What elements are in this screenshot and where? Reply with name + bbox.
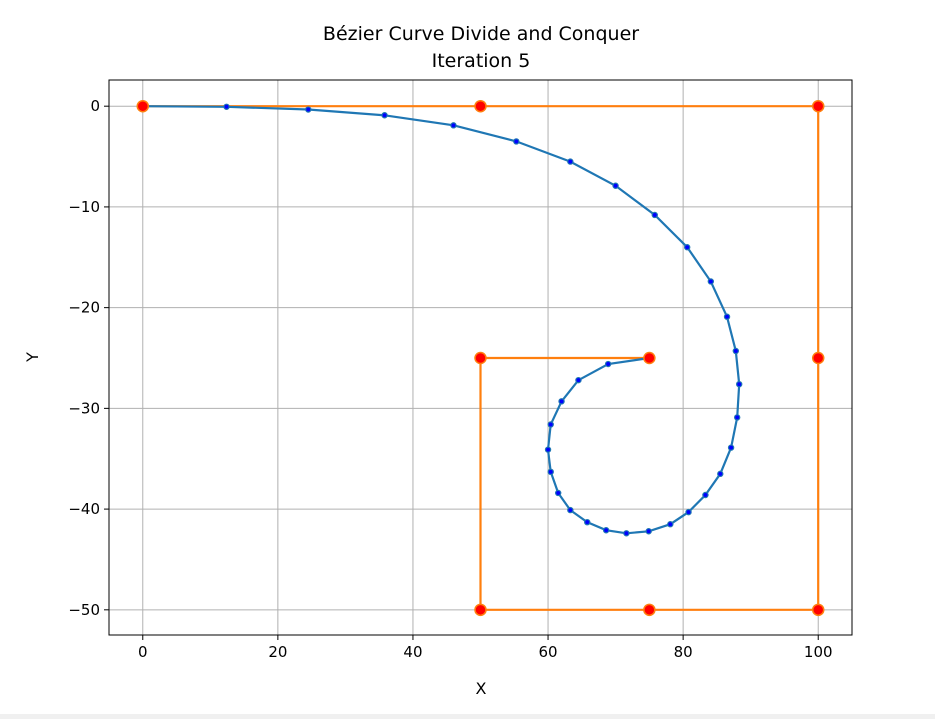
curve-sample-point-30 [575, 376, 582, 384]
control-point-3 [811, 351, 825, 365]
curve-sample-point-25 [554, 489, 562, 497]
curve-sample-point-22 [602, 527, 610, 534]
curve-sample-point-3 [381, 112, 388, 119]
curve-sample-point-18 [685, 508, 692, 516]
curve-sample-point-29 [558, 398, 565, 405]
curve-sample-point-20 [645, 528, 652, 535]
x-tick-label-1: 20 [268, 643, 287, 661]
x-axis-label: X [476, 679, 487, 698]
chart-title: Bézier Curve Divide and Conquer [323, 23, 639, 45]
curve-sample-point-23 [584, 518, 591, 526]
curve-sample-point-21 [623, 530, 630, 537]
control-point-6 [474, 603, 487, 617]
curve-sample-point-19 [667, 521, 674, 528]
curve-sample-point-9 [683, 244, 691, 251]
x-tick-label-2: 40 [403, 643, 422, 661]
curve-sample-point-1 [223, 103, 230, 110]
y-axis-ticks: 0 −10 −20 −30 −40 −50 [68, 97, 109, 619]
curve-sample-point-7 [612, 182, 619, 189]
x-axis-ticks: 0 20 40 60 80 100 [138, 635, 833, 661]
curve-sample-point-14 [733, 414, 741, 421]
curve-sample-point-12 [732, 347, 740, 355]
control-point-4 [811, 603, 825, 617]
curve-sample-point-24 [567, 506, 574, 514]
curve-sample-point-10 [707, 278, 715, 285]
y-tick-label-1: −10 [68, 198, 100, 216]
y-axis-label: Y [23, 352, 42, 363]
y-tick-label-2: −20 [68, 299, 100, 317]
curve-sample-point-5 [513, 138, 520, 145]
curve-sample-point-26 [547, 468, 554, 476]
x-tick-label-5: 100 [804, 643, 833, 661]
y-tick-label-3: −30 [68, 399, 100, 417]
control-point-2 [811, 99, 825, 113]
y-tick-label-5: −50 [68, 601, 100, 619]
curve-sample-point-17 [702, 491, 709, 499]
plot-frame [108, 79, 853, 636]
chart-subtitle: Iteration 5 [432, 50, 531, 72]
control-point-8 [643, 351, 656, 365]
control-point-5 [643, 603, 656, 617]
y-tick-label-0: 0 [90, 97, 100, 115]
control-point-0 [136, 99, 150, 113]
curve-sample-point-11 [723, 313, 731, 320]
y-tick-label-4: −40 [68, 500, 100, 518]
curve-sample-point-4 [450, 122, 457, 129]
x-tick-label-3: 60 [538, 643, 557, 661]
curve-sample-point-8 [651, 211, 658, 219]
curve-sample-point-27 [544, 446, 552, 453]
points-layer [136, 99, 825, 617]
curve-sample-point-16 [717, 470, 724, 478]
curve-sample-point-28 [547, 421, 554, 428]
x-tick-label-4: 80 [674, 643, 693, 661]
control-point-1 [474, 99, 487, 113]
control-point-7 [474, 351, 487, 365]
curve-sample-point-15 [727, 444, 735, 451]
x-tick-label-0: 0 [138, 643, 148, 661]
curve-sample-point-2 [305, 106, 312, 113]
curve-sample-point-31 [604, 360, 612, 368]
curve-sample-point-13 [735, 380, 743, 388]
curve-sample-point-6 [567, 158, 574, 165]
